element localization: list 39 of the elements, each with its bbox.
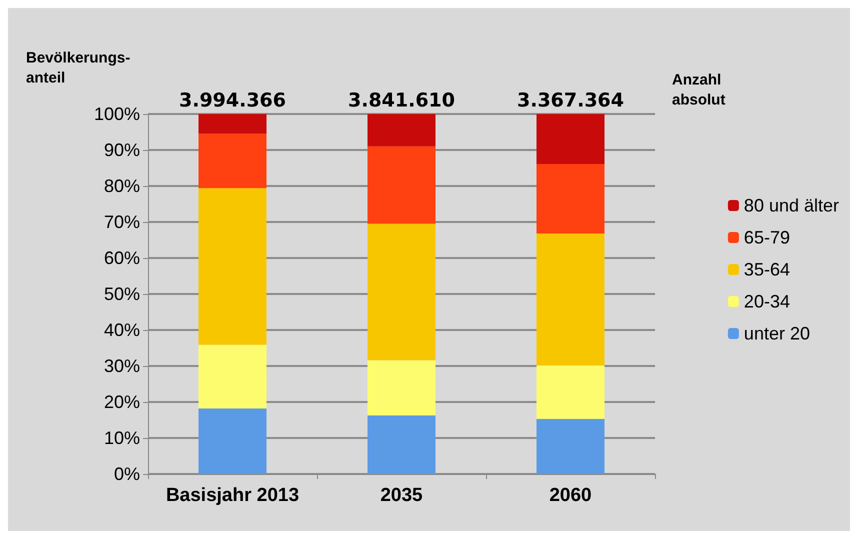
bar [368, 146, 436, 224]
bar [368, 224, 436, 360]
bar [368, 415, 436, 474]
y-tick-label: 90% [104, 140, 140, 160]
legend-label: unter 20 [744, 324, 810, 344]
y-tick-label: 50% [104, 284, 140, 304]
bar [198, 188, 266, 345]
x-tick-label: 2035 [380, 485, 424, 506]
bar [536, 234, 604, 366]
bar [536, 114, 604, 164]
bar [198, 408, 266, 474]
annotation: 3.841.610 [348, 90, 455, 112]
legend-label: 35-64 [744, 260, 790, 280]
bar [368, 114, 436, 146]
legend-label: 20-34 [744, 292, 790, 312]
legend-label: 80 und älter [744, 196, 840, 216]
y-tick-label: 100% [94, 104, 140, 124]
bar [198, 134, 266, 188]
y-tick-label: 80% [104, 176, 140, 196]
y-tick-label: 30% [104, 356, 140, 376]
x-tick-label: 2060 [549, 485, 592, 506]
annotation: 3.367.364 [517, 90, 624, 112]
y-tick-label: 60% [104, 248, 140, 268]
legend-label: 65-79 [744, 228, 790, 248]
y-axis-title: Bevölkerungs- anteil [26, 50, 130, 86]
bar [198, 114, 266, 134]
x-tick-label: Basisjahr 2013 [166, 485, 300, 506]
bar [536, 418, 604, 474]
text: Anzahl absolut [672, 72, 726, 108]
y-tick-label: 70% [104, 212, 140, 232]
bar [536, 365, 604, 419]
bar [198, 344, 266, 408]
y-tick-label: 40% [104, 320, 140, 340]
y-tick-label: 10% [104, 428, 140, 448]
y-tick-label: 0% [114, 464, 140, 484]
bar [368, 360, 436, 416]
annotation: 3.994.366 [179, 90, 286, 112]
bar [536, 164, 604, 234]
y-tick-label: 20% [104, 392, 140, 412]
